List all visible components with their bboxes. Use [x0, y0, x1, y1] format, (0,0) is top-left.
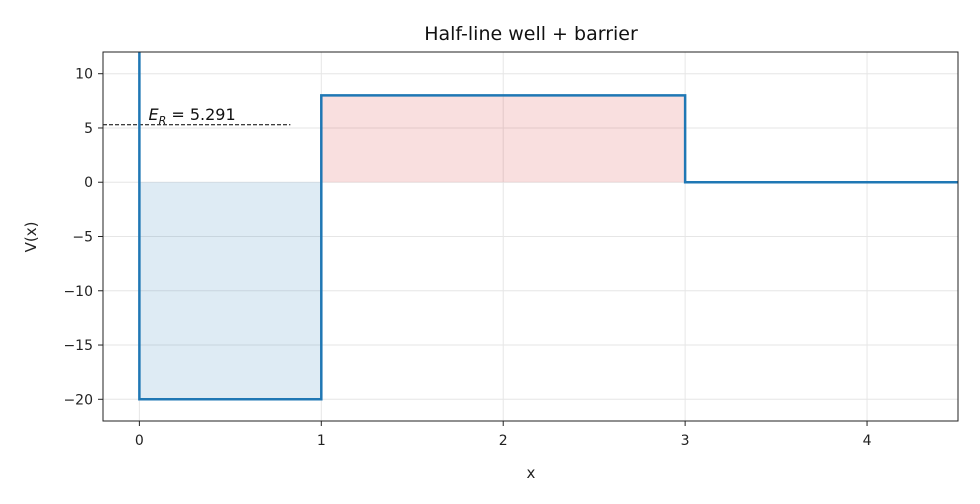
- series-lines: [138, 52, 958, 401]
- chart-title: Half-line well + barrier: [424, 23, 638, 45]
- x-tick-label: 4: [863, 433, 872, 449]
- resonance-energy-label: ER = 5.291: [148, 105, 235, 127]
- x-tick-label: 2: [499, 433, 508, 449]
- y-tick-label: 5: [84, 121, 93, 137]
- x-tick-label: 1: [317, 433, 326, 449]
- x-tick-label: 3: [681, 433, 690, 449]
- shaded-region: [139, 182, 322, 400]
- y-tick-label: −10: [63, 284, 93, 300]
- series-line: [138, 52, 958, 401]
- y-axis-label: V(x): [22, 222, 40, 253]
- x-axis-label: x: [527, 464, 536, 482]
- x-tick-label: 0: [135, 433, 144, 449]
- y-axis: 10 5 0 −5 −10 −15 −20: [63, 67, 103, 408]
- y-tick-label: −15: [63, 338, 93, 354]
- y-tick-label: 0: [84, 175, 93, 191]
- shaded-regions: [139, 95, 686, 400]
- y-tick-label: −20: [63, 392, 93, 408]
- x-axis: 0 1 2 3 4: [135, 421, 872, 449]
- shaded-region: [321, 95, 686, 183]
- y-tick-label: 10: [75, 67, 93, 83]
- y-tick-label: −5: [72, 230, 93, 246]
